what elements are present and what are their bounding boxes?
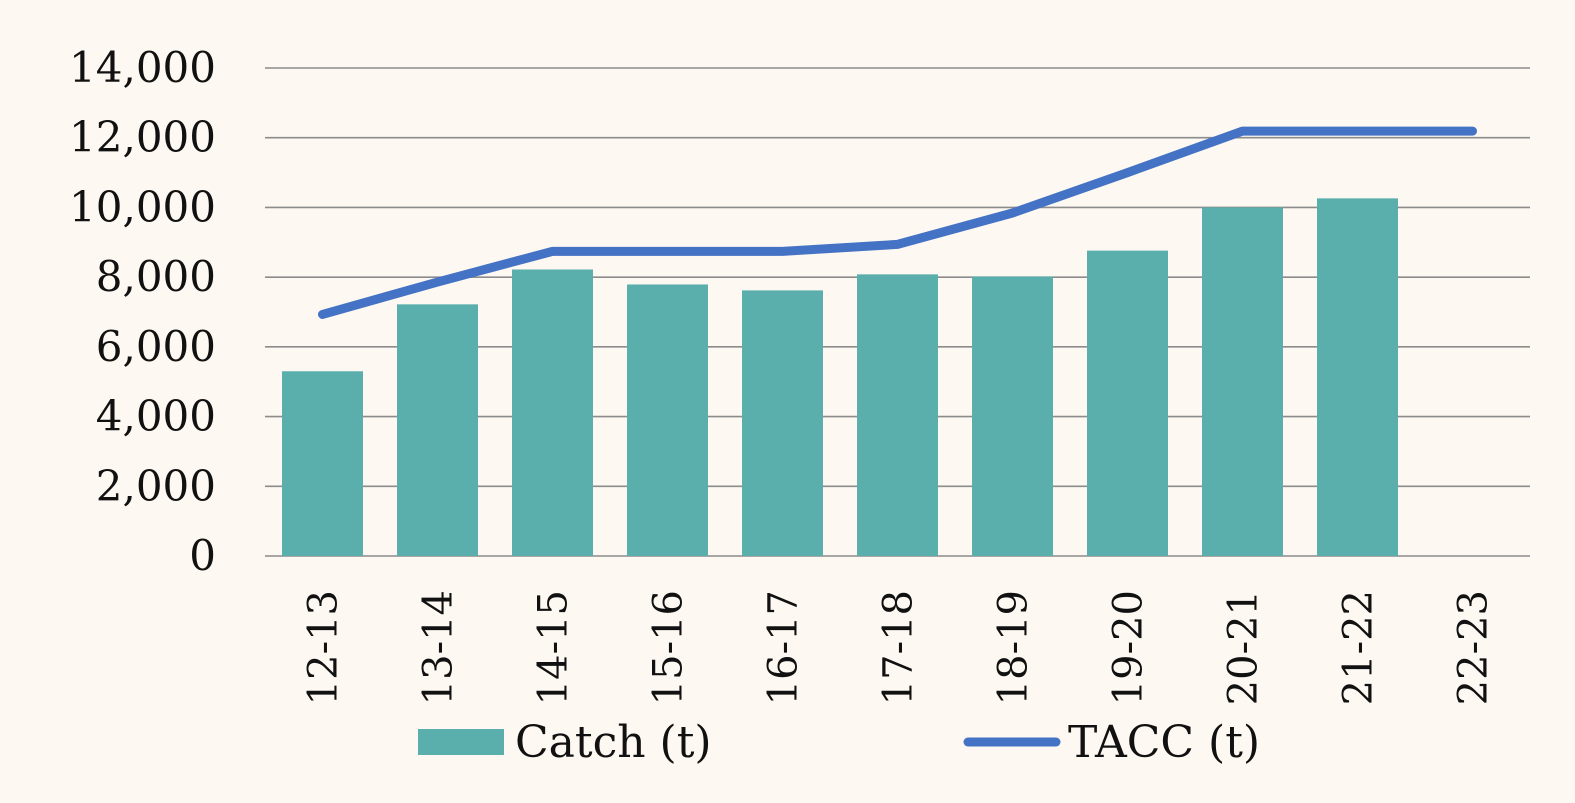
x-tick-label: 13-14 bbox=[416, 590, 462, 705]
x-tick-label: 18-19 bbox=[991, 590, 1037, 705]
legend: Catch (t) TACC (t) bbox=[418, 717, 1260, 768]
x-tick-label: 12-13 bbox=[301, 590, 347, 705]
catch-bar bbox=[397, 304, 478, 556]
catch-bar bbox=[1202, 207, 1283, 556]
y-tick-label: 0 bbox=[189, 531, 216, 580]
legend-catch-swatch bbox=[418, 729, 504, 755]
y-tick-label: 8,000 bbox=[96, 252, 216, 301]
catch-bar bbox=[512, 269, 593, 556]
x-tick-label: 14-15 bbox=[531, 590, 577, 705]
y-tick-label: 4,000 bbox=[96, 392, 216, 441]
y-axis-tick-labels: 0 2,000 4,000 6,000 8,000 10,000 12,000 14,000 bbox=[69, 43, 216, 580]
y-tick-label: 12,000 bbox=[69, 113, 216, 162]
legend-tacc-label: TACC (t) bbox=[1068, 717, 1260, 768]
x-tick-label: 15-16 bbox=[646, 590, 692, 705]
legend-catch-label: Catch (t) bbox=[515, 717, 712, 768]
x-axis-tick-labels: 12-13 13-14 14-15 15-16 16-17 17-18 18-19 19-20… bbox=[301, 590, 1497, 705]
y-tick-label: 6,000 bbox=[96, 322, 216, 371]
y-tick-label: 2,000 bbox=[96, 461, 216, 510]
x-tick-label: 16-17 bbox=[761, 590, 807, 705]
catch-bar bbox=[1087, 250, 1168, 556]
catch-bar bbox=[857, 274, 938, 556]
y-tick-label: 10,000 bbox=[69, 182, 216, 231]
x-tick-label: 19-20 bbox=[1106, 590, 1152, 705]
catch-bar bbox=[972, 276, 1053, 556]
catch-bars bbox=[282, 198, 1398, 556]
x-tick-label: 22-23 bbox=[1451, 590, 1497, 705]
y-tick-label: 14,000 bbox=[69, 43, 216, 92]
x-tick-label: 20-21 bbox=[1221, 590, 1267, 705]
catch-bar bbox=[627, 284, 708, 556]
catch-bar bbox=[1317, 198, 1398, 556]
catch-bar bbox=[742, 290, 823, 556]
x-tick-label: 17-18 bbox=[876, 590, 922, 705]
tacc-line-path bbox=[318, 126, 1477, 319]
tacc-line bbox=[318, 126, 1477, 319]
catch-bar bbox=[282, 371, 363, 556]
x-tick-label: 21-22 bbox=[1336, 590, 1382, 705]
